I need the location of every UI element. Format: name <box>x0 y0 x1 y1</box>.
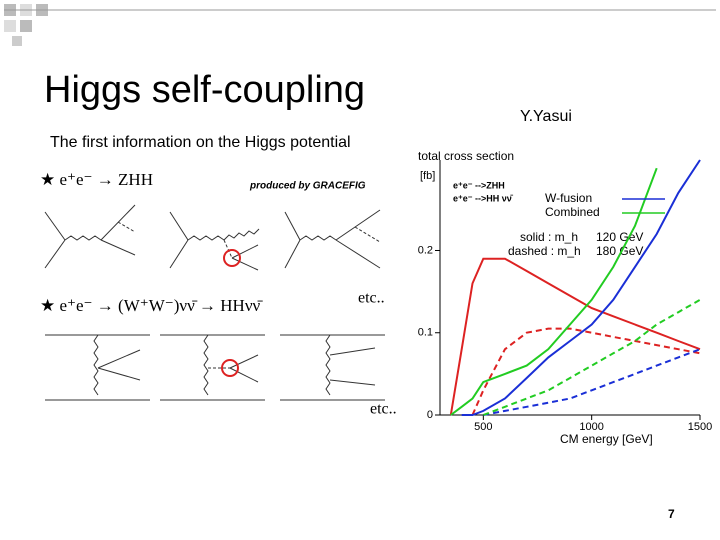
annotation: 180 GeV <box>596 244 643 258</box>
x-tick-label: 1500 <box>688 421 712 433</box>
series-line <box>483 348 701 416</box>
annotation: dashed : m_h <box>508 244 581 258</box>
page-number: 7 <box>668 507 675 521</box>
etc-label: etc.. <box>370 401 397 418</box>
y-axis-title: total cross section <box>418 149 514 163</box>
legend-label: Combined <box>545 205 600 219</box>
y-axis-unit: [fb] <box>420 170 435 182</box>
x-tick-label: 1000 <box>579 421 603 433</box>
y-tick-label: 0.1 <box>418 327 433 339</box>
chart: total cross section [fb] CM energy [GeV]… <box>418 149 713 446</box>
annotation: solid : m_h <box>520 230 578 244</box>
slide-title: Higgs self-coupling <box>44 69 365 111</box>
process-label: ★ e⁺e⁻ → (W⁺W⁻)νν̄ → HHνν̄ <box>40 296 263 315</box>
series-line <box>461 159 701 416</box>
subtitle: The first information on the Higgs poten… <box>50 134 351 151</box>
legend-label: e⁺e⁻ -->HH νν̄ <box>453 193 514 203</box>
legend-label: W-fusion <box>545 191 592 205</box>
series-line <box>450 167 658 416</box>
legend-label: e⁺e⁻ -->ZHH <box>453 180 505 190</box>
x-tick-label: 500 <box>474 421 492 433</box>
process-label: ★ e⁺e⁻ → ZHH <box>40 170 153 189</box>
y-tick-label: 0 <box>427 409 433 421</box>
series-line <box>449 257 701 416</box>
decoration <box>4 4 716 46</box>
etc-label: etc.. <box>358 290 385 307</box>
annotation: 120 GeV <box>596 230 643 244</box>
x-axis-title: CM energy [GeV] <box>560 432 653 446</box>
series-line <box>471 327 701 416</box>
y-tick-label: 0.2 <box>418 244 433 256</box>
author: Y.Yasui <box>520 108 572 125</box>
series-line <box>482 298 701 416</box>
feynman-diagrams: ★ e⁺e⁻ → ZHH produced by GRACEFIG etc.. … <box>40 170 397 418</box>
credit: produced by GRACEFIG <box>249 181 366 192</box>
